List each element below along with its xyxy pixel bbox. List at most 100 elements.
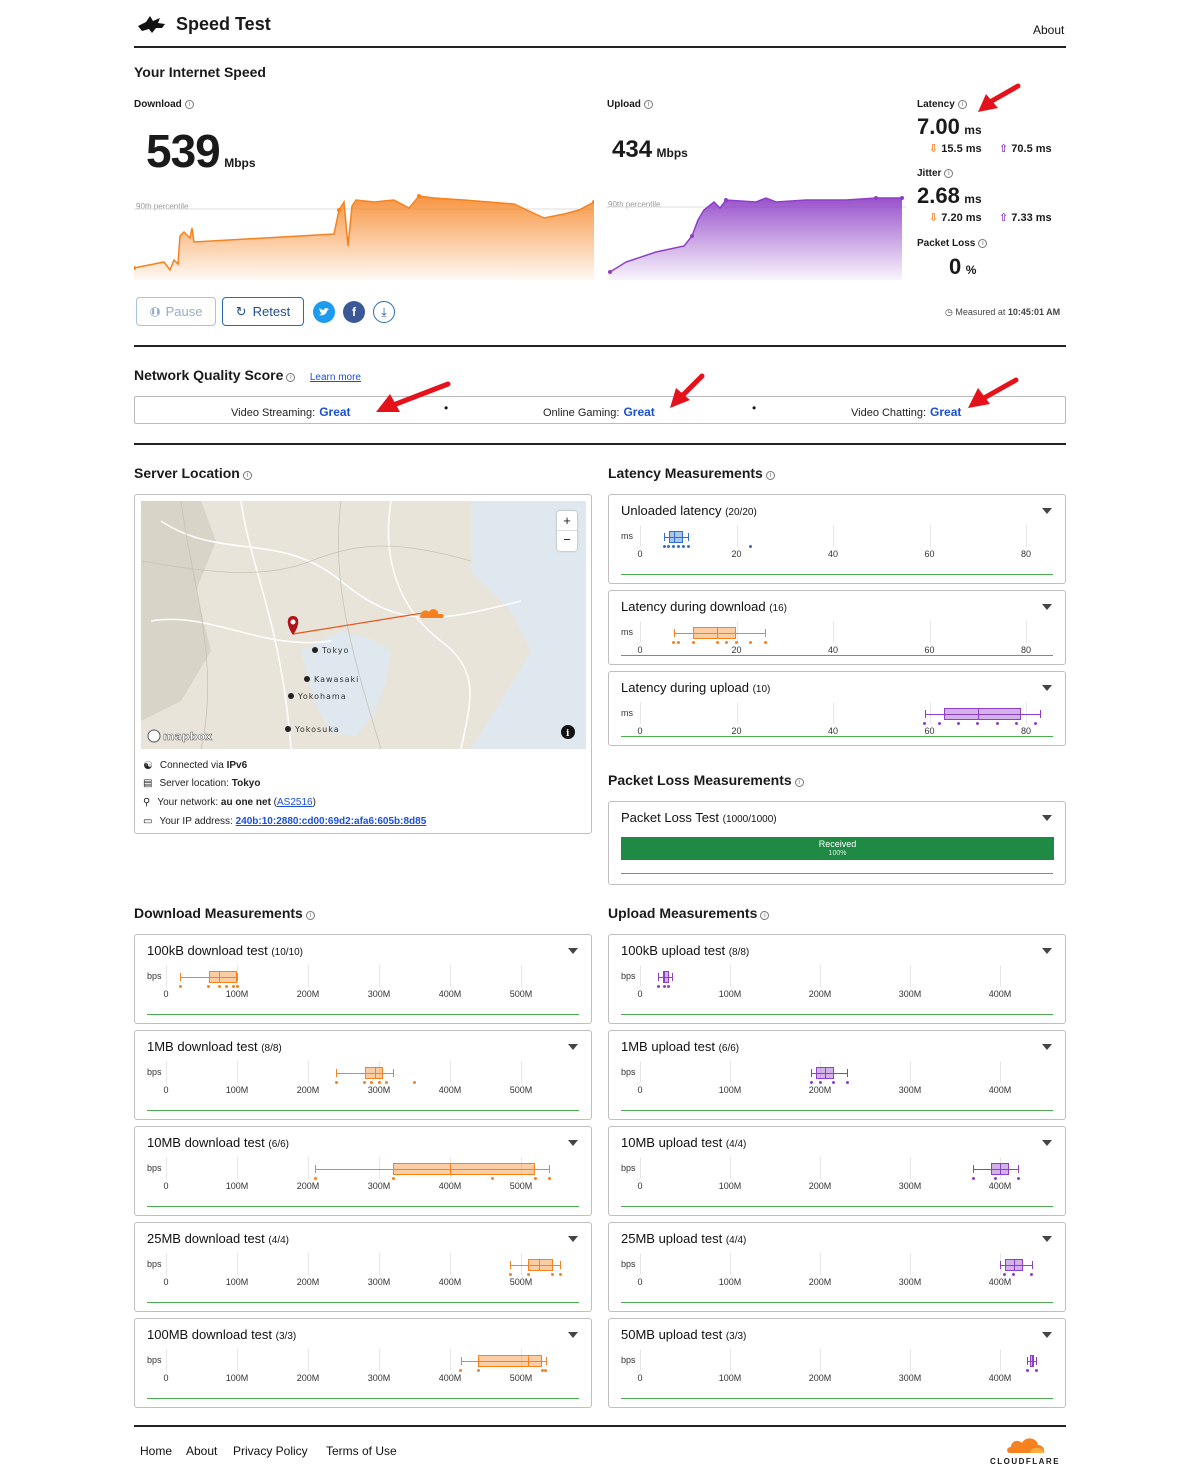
axis-tick-label: 300M <box>898 1085 922 1095</box>
gridline <box>450 1349 451 1371</box>
location-pin-icon: ⚲ <box>143 797 151 808</box>
info-icon[interactable]: i <box>765 471 775 480</box>
axis-tick-label: 0 <box>637 1373 643 1383</box>
about-link[interactable]: About <box>1033 23 1065 37</box>
gridline <box>730 1253 731 1275</box>
axis-tick-label: 300M <box>367 1085 391 1095</box>
gridline <box>910 1157 911 1179</box>
box-plot-point <box>662 985 666 988</box>
gridline <box>379 1349 380 1371</box>
info-icon[interactable]: i <box>760 911 770 920</box>
info-icon[interactable]: i <box>794 778 804 787</box>
chevron-down-icon[interactable] <box>1042 604 1052 610</box>
box-plot-whisker-cap <box>811 1069 812 1077</box>
asn-link[interactable]: AS2516 <box>277 797 313 808</box>
axis-tick-label: 40 <box>827 549 839 559</box>
info-icon[interactable]: i <box>978 239 988 248</box>
gridline <box>379 1157 380 1179</box>
gridline <box>1000 1061 1001 1083</box>
box-plot-point <box>207 985 211 988</box>
info-icon[interactable]: i <box>944 169 954 178</box>
gridline <box>730 1061 731 1083</box>
info-icon[interactable]: i <box>286 373 296 382</box>
latency-down: ⇩ 15.5 ms <box>929 143 982 155</box>
axis-tick-label: 200M <box>808 1373 832 1383</box>
gridline <box>237 1157 238 1179</box>
axis-tick-label: 400M <box>988 1373 1012 1383</box>
card-baseline <box>621 1206 1053 1207</box>
gridline <box>820 1157 821 1179</box>
gridline <box>308 965 309 987</box>
download-results-button[interactable]: ⤓ <box>373 301 395 323</box>
chevron-down-icon[interactable] <box>568 1044 578 1050</box>
box-plot-point <box>217 985 221 988</box>
twitter-share-button[interactable] <box>313 301 335 323</box>
chevron-down-icon[interactable] <box>1042 948 1052 954</box>
latency-meas-heading: Latency Measurements i <box>608 465 775 483</box>
axis-unit: ms <box>621 708 633 718</box>
box-plot-whisker-cap <box>237 973 238 981</box>
zoom-in-button[interactable]: + <box>557 511 577 531</box>
footer-home-link[interactable]: Home <box>140 1444 173 1458</box>
footer-terms-link[interactable]: Terms of Use <box>326 1444 397 1458</box>
box-plot-point <box>1034 722 1038 725</box>
box-plot-point <box>533 1177 537 1180</box>
chevron-down-icon[interactable] <box>568 1332 578 1338</box>
axis-unit: bps <box>621 971 636 981</box>
chevron-down-icon[interactable] <box>568 948 578 954</box>
axis-tick-label: 300M <box>898 1181 922 1191</box>
box-plot-whisker <box>664 537 689 538</box>
map-label-yokosuka: Yokosuka <box>294 725 340 734</box>
logo[interactable]: Speed Test <box>136 12 271 36</box>
cloudflare-logo[interactable]: CLOUDFLARE <box>984 1434 1066 1466</box>
map-info-icon[interactable]: i <box>566 729 570 739</box>
box-plot-point <box>1030 1273 1033 1276</box>
gridline <box>521 1253 522 1275</box>
twitter-icon <box>319 308 329 316</box>
box-plot-point <box>672 641 676 644</box>
gridline <box>237 1349 238 1371</box>
ip-link[interactable]: 240b:10:2880:cd00:69d2:afa6:605b:8d85 <box>235 816 427 827</box>
chevron-down-icon[interactable] <box>1042 685 1052 691</box>
chevron-down-icon[interactable] <box>568 1140 578 1146</box>
pause-button[interactable]: ❚❚ Pause <box>136 297 216 326</box>
info-icon[interactable]: i <box>957 100 967 109</box>
measurement-card: 50MB upload test (3/3) bps 0 100M 200M 300M 40… <box>608 1318 1066 1408</box>
axis-tick-label: 100M <box>718 1373 742 1383</box>
box-plot-point <box>334 1081 338 1084</box>
info-icon[interactable]: i <box>305 911 315 920</box>
download-arrow-icon: ⇩ <box>929 212 939 224</box>
measurement-card-title: 1MB download test (8/8) <box>147 1039 282 1054</box>
nqs-box: Video Streaming: Great • Online Gaming: Gr… <box>134 396 1066 424</box>
card-baseline <box>621 1398 1053 1399</box>
chevron-down-icon[interactable] <box>1042 815 1052 821</box>
info-icon[interactable]: i <box>643 100 653 109</box>
box-plot-point <box>526 1273 530 1276</box>
chevron-down-icon[interactable] <box>568 1236 578 1242</box>
learn-more-link[interactable]: Learn more <box>309 372 361 383</box>
measurement-card: Unloaded latency (20/20) ms 0 20 40 60 80 <box>608 494 1066 584</box>
box-plot-whisker-cap <box>973 1165 974 1173</box>
axis-tick-label: 100M <box>718 1277 742 1287</box>
box-plot-whisker <box>811 1073 847 1074</box>
facebook-share-button[interactable]: f <box>343 301 365 323</box>
chevron-down-icon[interactable] <box>1042 508 1052 514</box>
chevron-down-icon[interactable] <box>1042 1140 1052 1146</box>
info-icon[interactable]: i <box>184 100 194 109</box>
box-plot-point <box>691 641 695 644</box>
server-map[interactable]: Tokyo Kawasaki Yokohama Yokosuka mapbox … <box>141 501 586 749</box>
info-icon[interactable]: i <box>242 471 252 480</box>
chevron-down-icon[interactable] <box>1042 1236 1052 1242</box>
divider-2 <box>134 443 1066 445</box>
zoom-out-button[interactable]: − <box>563 532 571 547</box>
chevron-down-icon[interactable] <box>1042 1044 1052 1050</box>
box-plot-whisker <box>1000 1265 1032 1266</box>
footer-about-link[interactable]: About <box>186 1444 218 1458</box>
box-plot-point <box>667 545 671 548</box>
chevron-down-icon[interactable] <box>1042 1332 1052 1338</box>
gridline <box>640 621 641 643</box>
footer-privacy-link[interactable]: Privacy Policy <box>233 1444 308 1458</box>
retest-button[interactable]: ↻ Retest <box>222 297 304 326</box>
network-tree-icon: ☯ <box>143 760 153 772</box>
upload-arrow-icon: ⇧ <box>999 212 1009 224</box>
